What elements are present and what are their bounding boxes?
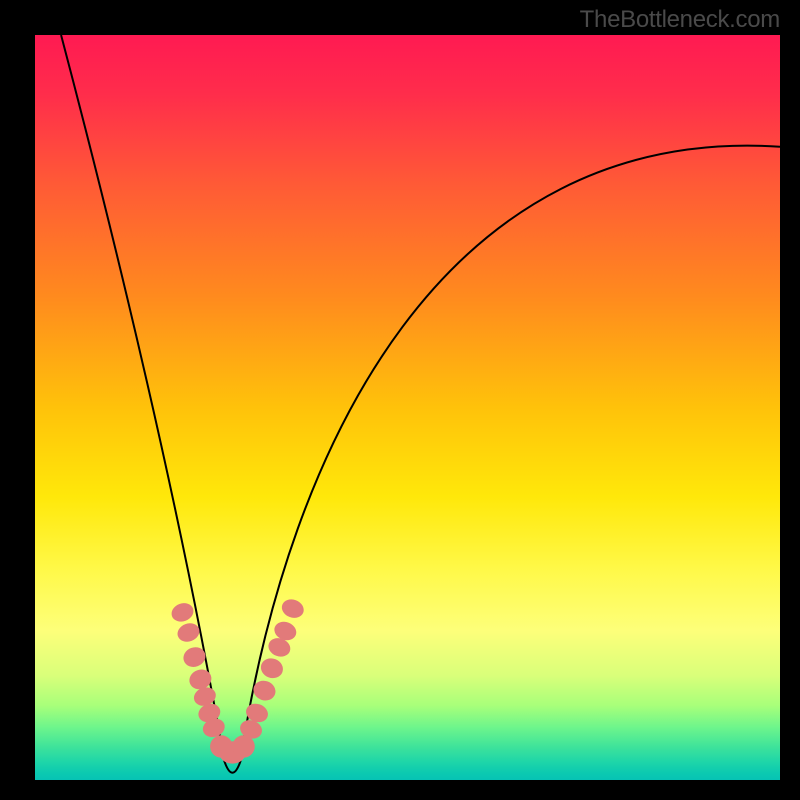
gradient-background [35, 35, 780, 780]
bottleneck-chart [35, 35, 780, 780]
chart-container: TheBottleneck.com [0, 0, 800, 800]
watermark-text: TheBottleneck.com [580, 6, 780, 34]
